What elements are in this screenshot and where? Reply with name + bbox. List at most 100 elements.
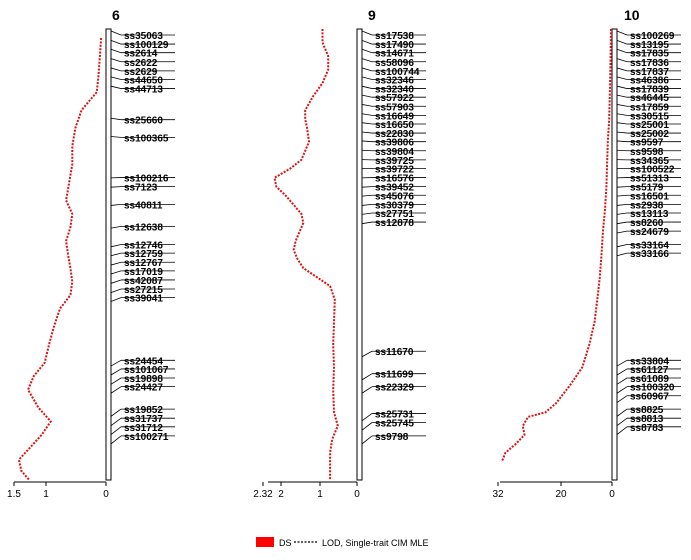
marker-label: ss13113 bbox=[630, 209, 669, 220]
panel-title: 9 bbox=[368, 7, 376, 23]
marker-label: ss39804 bbox=[375, 147, 414, 158]
marker-connector bbox=[616, 94, 628, 98]
marker-connector bbox=[616, 359, 628, 367]
panel-lg-6: 6 ss35063ss100129ss2614ss2622ss2629ss4465… bbox=[7, 7, 175, 500]
marker-label: ss100320 bbox=[630, 383, 675, 394]
marker-connector bbox=[361, 39, 373, 45]
x-tick-label: 2.32 bbox=[253, 489, 273, 500]
marker-connector bbox=[361, 422, 373, 431]
marker-label: ss12759 bbox=[124, 249, 163, 260]
marker-label: ss34365 bbox=[630, 156, 669, 167]
marker-label: ss101067 bbox=[124, 365, 169, 376]
marker-label: ss16649 bbox=[375, 111, 414, 122]
marker-label: ss57922 bbox=[375, 93, 414, 104]
marker-connector bbox=[616, 212, 628, 215]
marker-label: ss100744 bbox=[375, 67, 420, 78]
marker-connector bbox=[616, 203, 628, 206]
marker-connector bbox=[616, 67, 628, 72]
linkage-group-panels: 6 ss35063ss100129ss2614ss2622ss2629ss4465… bbox=[7, 7, 681, 500]
marker-connector bbox=[361, 140, 373, 143]
marker-label: ss100365 bbox=[124, 133, 169, 144]
marker-connector bbox=[616, 426, 628, 435]
marker-connector bbox=[110, 426, 122, 435]
legend: DS LOD, Single-trait CIM MLE bbox=[256, 537, 429, 548]
marker-label: ss58096 bbox=[375, 58, 414, 69]
marker-label: ss16576 bbox=[375, 174, 414, 185]
marker-label: ss61127 bbox=[630, 365, 669, 376]
x-tick-label: 1.5 bbox=[7, 489, 21, 500]
marker-label: ss12746 bbox=[124, 241, 163, 252]
marker-connector bbox=[110, 85, 122, 89]
marker-label: ss9598 bbox=[630, 147, 664, 158]
marker-connector bbox=[361, 113, 373, 116]
marker-connector bbox=[616, 408, 628, 417]
marker-label: ss17835 bbox=[630, 49, 669, 60]
legend-ds-label: DS bbox=[279, 538, 292, 548]
marker-label: ss27751 bbox=[375, 209, 414, 220]
marker-connector bbox=[616, 122, 628, 125]
marker-label: ss16501 bbox=[630, 191, 669, 202]
marker-connector bbox=[110, 186, 122, 188]
marker-connector bbox=[616, 386, 628, 394]
marker-label: ss11699 bbox=[375, 370, 414, 381]
marker-label: ss25745 bbox=[375, 419, 414, 430]
marker-connector bbox=[616, 48, 628, 54]
marker-connector bbox=[110, 76, 122, 80]
x-tick-label: 0 bbox=[609, 489, 615, 500]
marker-connector bbox=[361, 350, 373, 358]
marker-connector bbox=[361, 413, 373, 422]
marker-label: ss17538 bbox=[375, 31, 414, 42]
marker-label: ss60967 bbox=[630, 392, 669, 403]
x-tick-label: 0 bbox=[354, 489, 360, 500]
marker-connector bbox=[361, 85, 373, 89]
panel-title: 10 bbox=[624, 7, 640, 23]
marker-label: ss2629 bbox=[124, 67, 158, 78]
marker-label: ss57903 bbox=[375, 102, 414, 113]
marker-label: ss39806 bbox=[375, 138, 414, 149]
marker-connector bbox=[110, 136, 122, 138]
marker-connector bbox=[110, 435, 122, 445]
marker-connector bbox=[361, 104, 373, 107]
marker-label: ss25660 bbox=[124, 116, 163, 127]
marker-connector bbox=[110, 297, 122, 302]
marker-label: ss24679 bbox=[630, 227, 669, 238]
marker-label: ss7123 bbox=[124, 183, 158, 194]
marker-label: ss19898 bbox=[124, 374, 163, 385]
marker-connector bbox=[110, 359, 122, 367]
x-tick-label: 32 bbox=[492, 489, 504, 500]
marker-label: ss100269 bbox=[630, 31, 675, 42]
marker-connector bbox=[110, 279, 122, 284]
marker-label: ss2938 bbox=[630, 200, 664, 211]
marker-label: ss17490 bbox=[375, 40, 414, 51]
marker-connector bbox=[616, 230, 628, 234]
marker-connector bbox=[616, 131, 628, 134]
marker-label: ss100522 bbox=[630, 164, 675, 175]
marker-connector bbox=[110, 203, 122, 206]
marker-label: ss33166 bbox=[630, 249, 669, 260]
x-tick-label: 0 bbox=[103, 489, 109, 500]
marker-connector bbox=[616, 194, 628, 197]
chromosome-bar bbox=[105, 28, 112, 481]
marker-label: ss8813 bbox=[630, 414, 664, 425]
marker-connector bbox=[361, 221, 373, 225]
marker-connector bbox=[110, 386, 122, 394]
marker-label: ss12638 bbox=[124, 222, 163, 233]
marker-connector bbox=[361, 76, 373, 80]
marker-label: ss8260 bbox=[630, 218, 664, 229]
marker-connector bbox=[616, 30, 628, 36]
marker-label: ss35063 bbox=[124, 31, 163, 42]
marker-connector bbox=[110, 225, 122, 229]
marker-label: ss39041 bbox=[124, 294, 163, 305]
marker-connector bbox=[616, 252, 628, 257]
x-tick-label: 1 bbox=[43, 489, 49, 500]
marker-connector bbox=[616, 395, 628, 403]
marker-connector bbox=[110, 408, 122, 417]
marker-label: ss11670 bbox=[375, 347, 414, 358]
marker-label: ss40811 bbox=[124, 200, 163, 211]
marker-connector bbox=[616, 368, 628, 376]
marker-label: ss46445 bbox=[630, 93, 669, 104]
panel-title: 6 bbox=[112, 7, 120, 23]
marker-connector bbox=[616, 149, 628, 152]
marker-connector bbox=[616, 39, 628, 45]
